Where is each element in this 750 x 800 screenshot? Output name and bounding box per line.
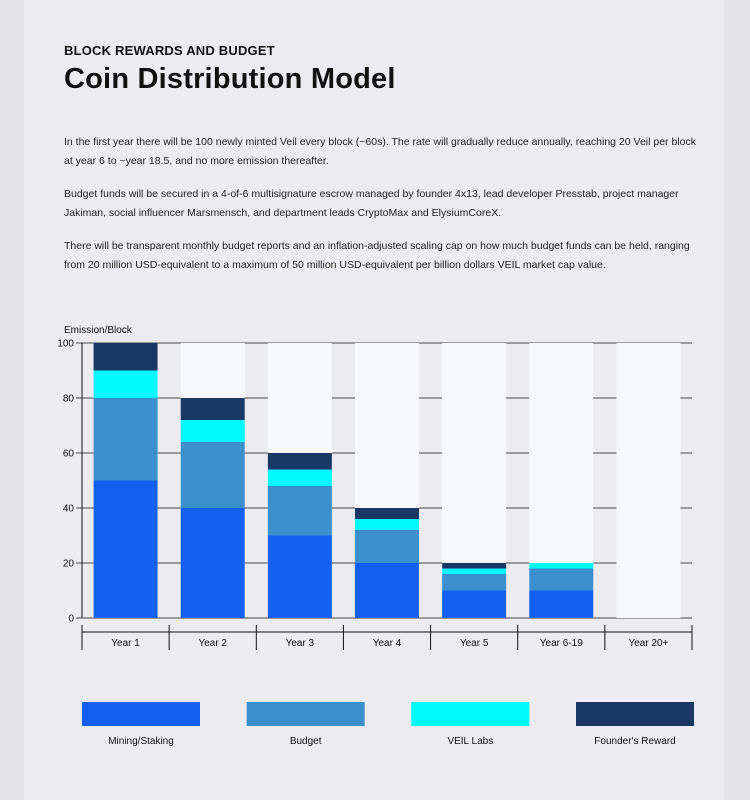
x-tick-label: Year 2 xyxy=(198,638,227,649)
paragraph-escrow: Budget funds will be secured in a 4-of-6… xyxy=(64,188,679,219)
y-tick-label: 40 xyxy=(63,504,75,515)
y-tick-label: 60 xyxy=(63,449,75,460)
bar-budget-year-1 xyxy=(93,398,158,481)
paragraph-budget-reports: There will be transparent monthly budget… xyxy=(64,240,690,271)
x-tick-label: Year 5 xyxy=(460,638,489,649)
bar-founder-s-reward-year-3 xyxy=(267,453,332,470)
bar-mining-staking-year-1 xyxy=(93,480,158,618)
page-title: Coin Distribution Model xyxy=(64,63,396,95)
x-tick-label: Year 3 xyxy=(286,638,315,649)
bar-veil-labs-year-5 xyxy=(442,568,507,574)
bar-mining-staking-year-5 xyxy=(442,590,507,618)
bar-veil-labs-year-1 xyxy=(93,370,158,398)
bar-veil-labs-year-4 xyxy=(355,519,419,530)
x-tick-label: Year 20+ xyxy=(628,638,668,649)
bar-founder-s-reward-year-5 xyxy=(442,563,507,569)
bar-mining-staking-year-3 xyxy=(267,535,332,618)
bar-budget-year-5 xyxy=(442,574,507,591)
bar-veil-labs-year-2 xyxy=(180,420,245,442)
legend-swatch-veil-labs xyxy=(411,702,530,726)
y-tick-label: 20 xyxy=(63,559,75,570)
page: BLOCK REWARDS AND BUDGET Coin Distributi… xyxy=(24,0,724,800)
plot-area: 0 20 40 60 80 100 Year 1 Year 2 Year 3 Year 4 Year… xyxy=(57,339,693,650)
legend-label-budget: Budget xyxy=(290,736,322,747)
bar-budget-year-2 xyxy=(180,442,245,508)
y-axis-label: Emission/Block xyxy=(64,325,133,336)
bar-mining-staking-year-4 xyxy=(355,563,419,618)
legend-label-mining-staking: Mining/Staking xyxy=(108,736,174,747)
y-tick-label: 80 xyxy=(63,394,75,405)
bar-mining-staking-year-2 xyxy=(180,508,245,618)
section-eyebrow: BLOCK REWARDS AND BUDGET xyxy=(64,43,275,58)
x-tick-label: Year 4 xyxy=(373,638,402,649)
background-bar xyxy=(616,343,681,618)
bar-mining-staking-year-6-19 xyxy=(529,590,594,618)
legend: Mining/Staking Budget VEIL Labs Founder's R… xyxy=(82,702,694,747)
legend-swatch-budget xyxy=(246,702,365,726)
legend-label-founder-s-reward: Founder's Reward xyxy=(594,736,675,747)
bar-budget-year-4 xyxy=(355,530,419,563)
x-tick-label: Year 6-19 xyxy=(540,638,583,649)
y-tick-label: 100 xyxy=(57,339,74,350)
bar-budget-year-3 xyxy=(267,486,332,536)
legend-swatch-mining-staking xyxy=(82,702,200,726)
legend-label-veil-labs: VEIL Labs xyxy=(447,736,493,747)
bar-veil-labs-year-6-19 xyxy=(529,563,594,569)
x-tick-label: Year 1 xyxy=(111,638,140,649)
bar-founder-s-reward-year-2 xyxy=(180,398,245,420)
bar-founder-s-reward-year-4 xyxy=(355,508,419,519)
legend-swatch-founder-s-reward xyxy=(576,702,694,726)
y-tick-label: 0 xyxy=(68,614,74,625)
emission-chart: Emission/Block 0 20 40 60 80 100 Year 1 Year 2 Y… xyxy=(57,325,694,747)
bar-veil-labs-year-3 xyxy=(267,469,332,486)
paragraph-emission: In the first year there will be 100 newl… xyxy=(64,136,696,167)
bar-budget-year-6-19 xyxy=(529,568,594,591)
bar-founder-s-reward-year-1 xyxy=(93,343,158,371)
